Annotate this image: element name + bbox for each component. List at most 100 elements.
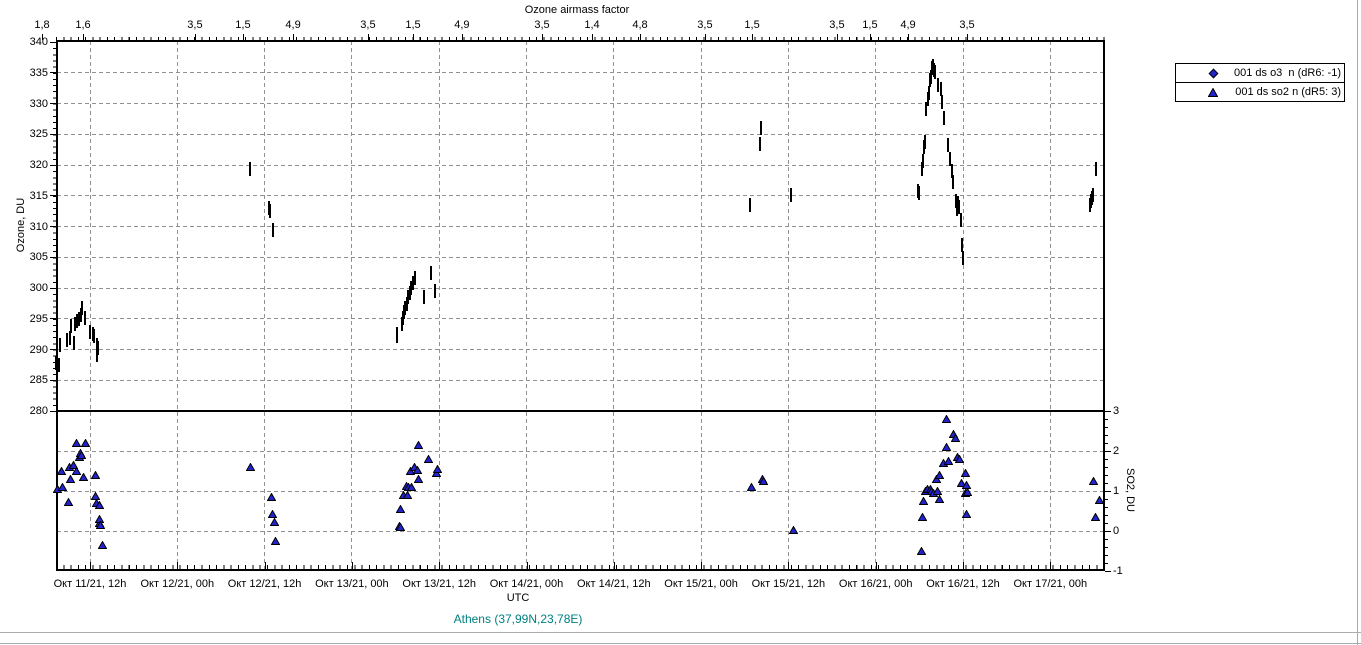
triangle-marker-icon xyxy=(789,525,799,535)
so2-data-point xyxy=(961,480,972,490)
so2-data-point xyxy=(57,481,67,491)
vertical-gridline xyxy=(1049,41,1051,571)
so2-data-point xyxy=(423,454,433,464)
top-axis-major-tick xyxy=(41,34,43,40)
triangle-marker-icon xyxy=(246,461,256,471)
legend-diamond-marker-icon xyxy=(1207,67,1219,79)
legend-label-so2: 001 ds so2 n (dR5: 3) xyxy=(1235,86,1341,98)
x-axis-major-tick xyxy=(351,562,353,569)
so2-axis-tick xyxy=(1105,570,1111,572)
top-axis-major-tick xyxy=(591,34,593,40)
legend-triangle-marker-icon xyxy=(1207,86,1219,98)
vertical-gridline xyxy=(613,41,615,571)
triangle-marker-icon xyxy=(77,450,87,460)
diamond-marker-icon xyxy=(758,136,761,151)
legend: 001 ds o3 n (dR6: -1) 001 ds so2 n (dR5:… xyxy=(1175,63,1345,102)
so2-data-point xyxy=(942,414,952,424)
diamond-marker-icon xyxy=(65,332,68,347)
top-axis-major-tick xyxy=(967,34,969,40)
ozone-axis-tick xyxy=(50,195,56,197)
airmass-tick-label: 1,4 xyxy=(584,19,600,31)
so2-axis-title: SO2, DU xyxy=(1124,467,1136,512)
so2-data-point xyxy=(71,437,81,447)
diamond-marker-icon xyxy=(430,265,433,280)
diamond-marker-icon xyxy=(248,162,251,177)
diamond-marker-icon xyxy=(958,200,961,214)
diamond-marker-icon xyxy=(271,222,274,237)
x-axis-major-tick xyxy=(788,562,790,569)
triangle-marker-icon xyxy=(961,509,972,519)
so2-data-point xyxy=(63,497,73,507)
diamond-marker-icon xyxy=(922,153,925,168)
diamond-marker-icon xyxy=(960,212,963,227)
x-axis-tick-label: Окт 14/21, 12h xyxy=(577,578,651,590)
ozone-gridline xyxy=(57,103,1104,104)
ozone-axis-tick xyxy=(50,226,56,227)
window-right-border xyxy=(1357,0,1358,645)
so2-gridline xyxy=(57,490,1104,492)
triangle-marker-icon xyxy=(78,471,88,481)
x-axis-major-tick xyxy=(701,562,703,569)
triangle-marker-icon xyxy=(916,546,927,555)
triangle-marker-icon xyxy=(1088,476,1099,486)
legend-item-o3[interactable]: 001 ds o3 n (dR6: -1) xyxy=(1175,63,1345,83)
so2-data-point xyxy=(934,494,945,504)
ozone-tick-label: 315 xyxy=(29,189,48,202)
triangle-marker-icon xyxy=(433,464,443,474)
top-axis-minor-ticks xyxy=(56,37,1105,41)
so2-data-point xyxy=(56,465,66,475)
triangle-marker-icon xyxy=(63,497,73,507)
airmass-tick-label: 1,5 xyxy=(862,19,878,31)
station-label: Athens (37,99N,23,78E) xyxy=(453,612,583,626)
vertical-gridline xyxy=(700,41,702,571)
ozone-gridline xyxy=(57,72,1104,74)
top-axis-major-tick xyxy=(83,34,85,40)
ozone-tick-label: 320 xyxy=(29,159,48,171)
so2-data-point xyxy=(759,476,769,486)
ozone-gridline xyxy=(57,164,1104,166)
so2-tick-label: -1 xyxy=(1113,565,1123,577)
top-axis-major-tick xyxy=(704,34,706,40)
diamond-marker-icon xyxy=(941,95,944,110)
triangle-marker-icon xyxy=(71,437,81,447)
so2-tick-label: 1 xyxy=(1113,485,1120,497)
so2-data-point xyxy=(270,536,280,546)
triangle-marker-icon xyxy=(96,520,106,530)
ozone-tick-label: 325 xyxy=(29,128,48,141)
ozone-gridline xyxy=(57,379,1104,381)
so2-data-point xyxy=(963,487,973,496)
diamond-marker-icon xyxy=(918,185,921,200)
triangle-marker-icon xyxy=(402,490,412,500)
airmass-tick-label: 4,9 xyxy=(285,19,301,31)
airmass-tick-label: 3,5 xyxy=(534,19,550,31)
x-axis-major-tick xyxy=(613,562,615,569)
airmass-tick-label: 4,9 xyxy=(900,19,916,31)
so2-data-point xyxy=(77,450,87,460)
triangle-marker-icon xyxy=(943,455,954,465)
ozone-axis-tick xyxy=(50,72,56,74)
ozone-axis-tick xyxy=(50,41,56,43)
top-axis-major-tick xyxy=(836,34,838,40)
so2-data-point xyxy=(268,509,278,519)
airmass-tick-label: 3,5 xyxy=(697,19,713,31)
diamond-marker-icon xyxy=(943,110,946,125)
x-axis-major-tick xyxy=(177,562,179,569)
diamond-marker-icon xyxy=(68,331,71,345)
vertical-gridline xyxy=(787,41,789,571)
airmass-tick-label: 1,5 xyxy=(235,19,251,31)
top-axis-major-tick xyxy=(367,34,369,40)
ozone-gridline xyxy=(57,195,1104,197)
so2-tick-label: 2 xyxy=(1113,445,1120,457)
ozone-tick-label: 310 xyxy=(29,220,48,233)
vertical-gridline xyxy=(875,41,877,571)
so2-data-point xyxy=(81,437,91,447)
triangle-marker-icon xyxy=(942,441,952,451)
so2-data-point xyxy=(956,477,967,487)
legend-item-so2[interactable]: 001 ds so2 n (dR5: 3) xyxy=(1175,82,1345,102)
diamond-marker-icon xyxy=(97,340,100,355)
so2-data-point xyxy=(1095,495,1105,505)
so2-data-point xyxy=(412,465,422,475)
ozone-tick-label: 295 xyxy=(29,312,48,325)
top-axis-major-tick xyxy=(413,34,414,40)
